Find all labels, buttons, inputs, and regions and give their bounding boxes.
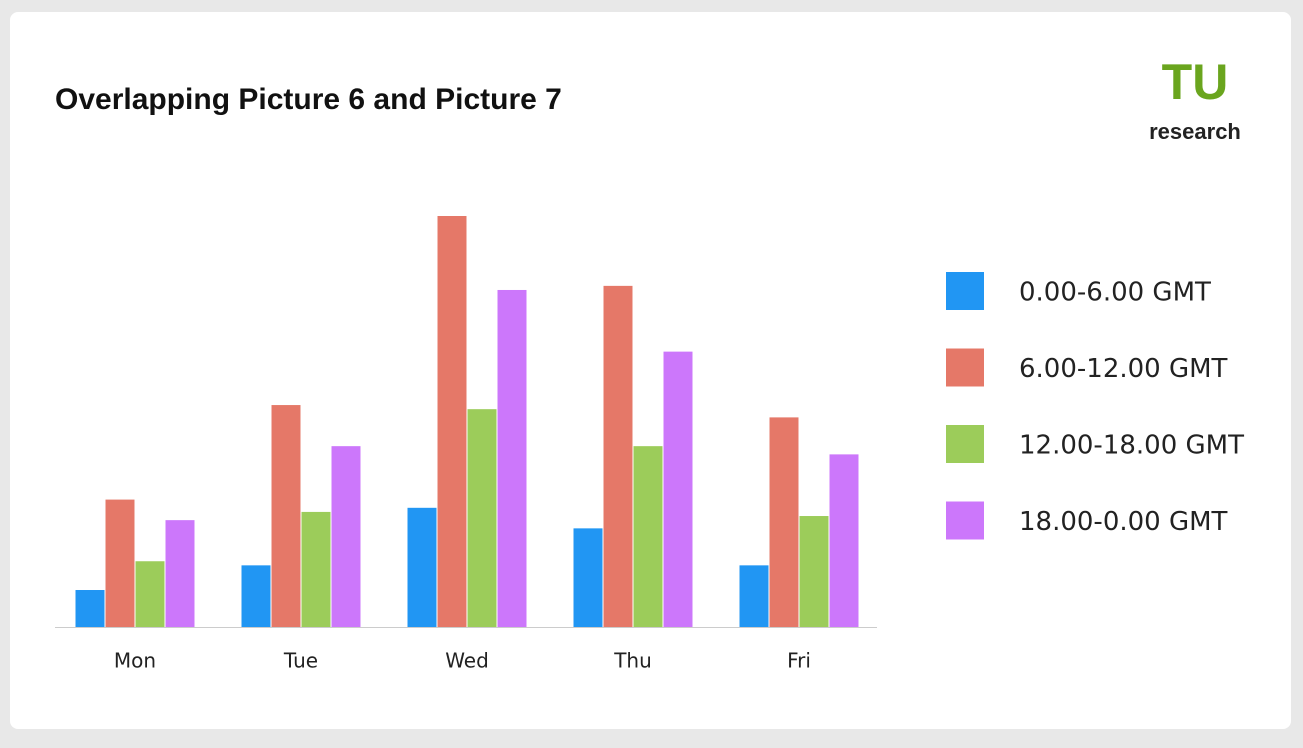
bar [105,499,135,627]
bar [271,405,301,627]
x-tick-label: Thu [613,649,652,673]
bar [407,507,437,627]
bar [331,446,361,627]
bar [799,516,829,627]
legend-label: 18.00-0.00 GMT [1019,507,1228,537]
x-tick-label: Tue [283,649,318,673]
bar [301,511,331,627]
bar [739,565,769,627]
bar [769,417,799,627]
chart-title: Overlapping Picture 6 and Picture 7 [55,83,562,116]
legend-swatch [946,425,984,463]
x-tick-label: Wed [445,649,489,673]
bar [75,590,105,627]
bar [663,351,693,627]
bar [573,528,603,627]
bar [633,446,663,627]
logo-mark: TU [1162,54,1229,110]
x-tick-label: Mon [114,649,156,673]
bar [241,565,271,627]
bar [603,285,633,627]
logo-text: research [1149,119,1241,144]
bar [829,454,859,627]
bar [497,289,527,627]
legend-label: 12.00-18.00 GMT [1019,431,1244,461]
legend-swatch [946,272,984,310]
x-tick-label: Fri [787,649,811,673]
legend-swatch [946,501,984,540]
bar [165,520,195,627]
legend-label: 6.00-12.00 GMT [1019,354,1228,384]
legend-label: 0.00-6.00 GMT [1019,278,1211,308]
bar [135,561,165,627]
legend-swatch [946,348,984,387]
bar [467,409,497,627]
bar [437,216,467,627]
